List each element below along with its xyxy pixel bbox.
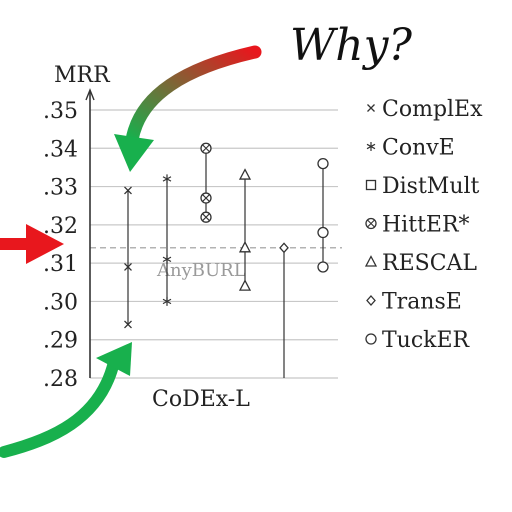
y-tick-label: .29 (43, 329, 78, 354)
y-tick-labels: .28 .29 .30 .31 .32 .33 .34 .35 (43, 99, 78, 392)
data-point-triangle (238, 240, 252, 253)
data-point-diamond (279, 242, 289, 254)
left-arrow-shaft (0, 238, 30, 250)
series-complex (124, 186, 132, 329)
data-point-cross (124, 263, 132, 271)
bottom-arrow-shaft (0, 356, 120, 458)
legend-label: TransE (382, 290, 462, 315)
legend-label: ConvE (382, 136, 455, 161)
y-tick-label: .32 (43, 214, 78, 239)
data-point-diamond (366, 295, 376, 306)
y-tick-label: .33 (43, 176, 78, 201)
data-point-cross (124, 320, 132, 329)
data-point-triangle (238, 279, 252, 291)
legend-label: RESCAL (382, 251, 477, 276)
data-point-star (162, 174, 172, 184)
legend-label: ComplEx (382, 97, 483, 122)
y-tick-label: .35 (43, 99, 78, 124)
data-point-circle-cross (200, 192, 212, 204)
data-point-circle-cross (200, 211, 212, 223)
data-point-triangle (364, 255, 378, 267)
top-arrow-head (114, 134, 154, 172)
y-axis (85, 88, 95, 378)
series-hitter (200, 142, 212, 223)
data-point-circle (317, 157, 329, 170)
data-point-star (162, 296, 172, 306)
data-point-triangle (238, 168, 252, 180)
series-rescal (238, 168, 252, 291)
legend-label: DistMult (382, 174, 480, 199)
data-point-cross (367, 104, 375, 112)
y-tick-label: .34 (43, 137, 78, 162)
why-annotation: Why? (290, 20, 412, 71)
data-point-circle-cross (365, 217, 377, 230)
series-tucker (317, 157, 329, 273)
data-point-circle-cross (200, 142, 212, 154)
bottom-arrow-head (96, 342, 132, 376)
series-conve (162, 174, 172, 306)
top-arrow-shaft (125, 45, 262, 147)
annotation-arrows (0, 45, 262, 458)
data-point-square (365, 179, 377, 191)
data-point-circle (317, 226, 329, 239)
data-point-circle (365, 333, 377, 345)
legend: ComplEx ConvE DistMult HittER* RESCAL TransE T… (364, 97, 483, 353)
y-tick-label: .30 (43, 290, 78, 315)
left-arrow-head (26, 224, 64, 264)
series-layer (124, 142, 329, 378)
data-point-circle (317, 261, 329, 273)
y-axis-arrowhead (85, 88, 95, 101)
series-transe (279, 242, 289, 378)
data-point-star (162, 254, 172, 264)
y-axis-label: MRR (54, 63, 111, 88)
legend-label: HittER* (382, 213, 470, 238)
legend-label: TuckER (382, 328, 471, 353)
anyburl-label: AnyBURL (156, 260, 246, 281)
data-point-star (366, 142, 376, 151)
data-point-cross (124, 186, 132, 195)
x-axis-label: CoDEx-L (152, 387, 250, 412)
y-tick-label: .28 (43, 367, 78, 392)
y-tick-label: .31 (43, 252, 78, 277)
